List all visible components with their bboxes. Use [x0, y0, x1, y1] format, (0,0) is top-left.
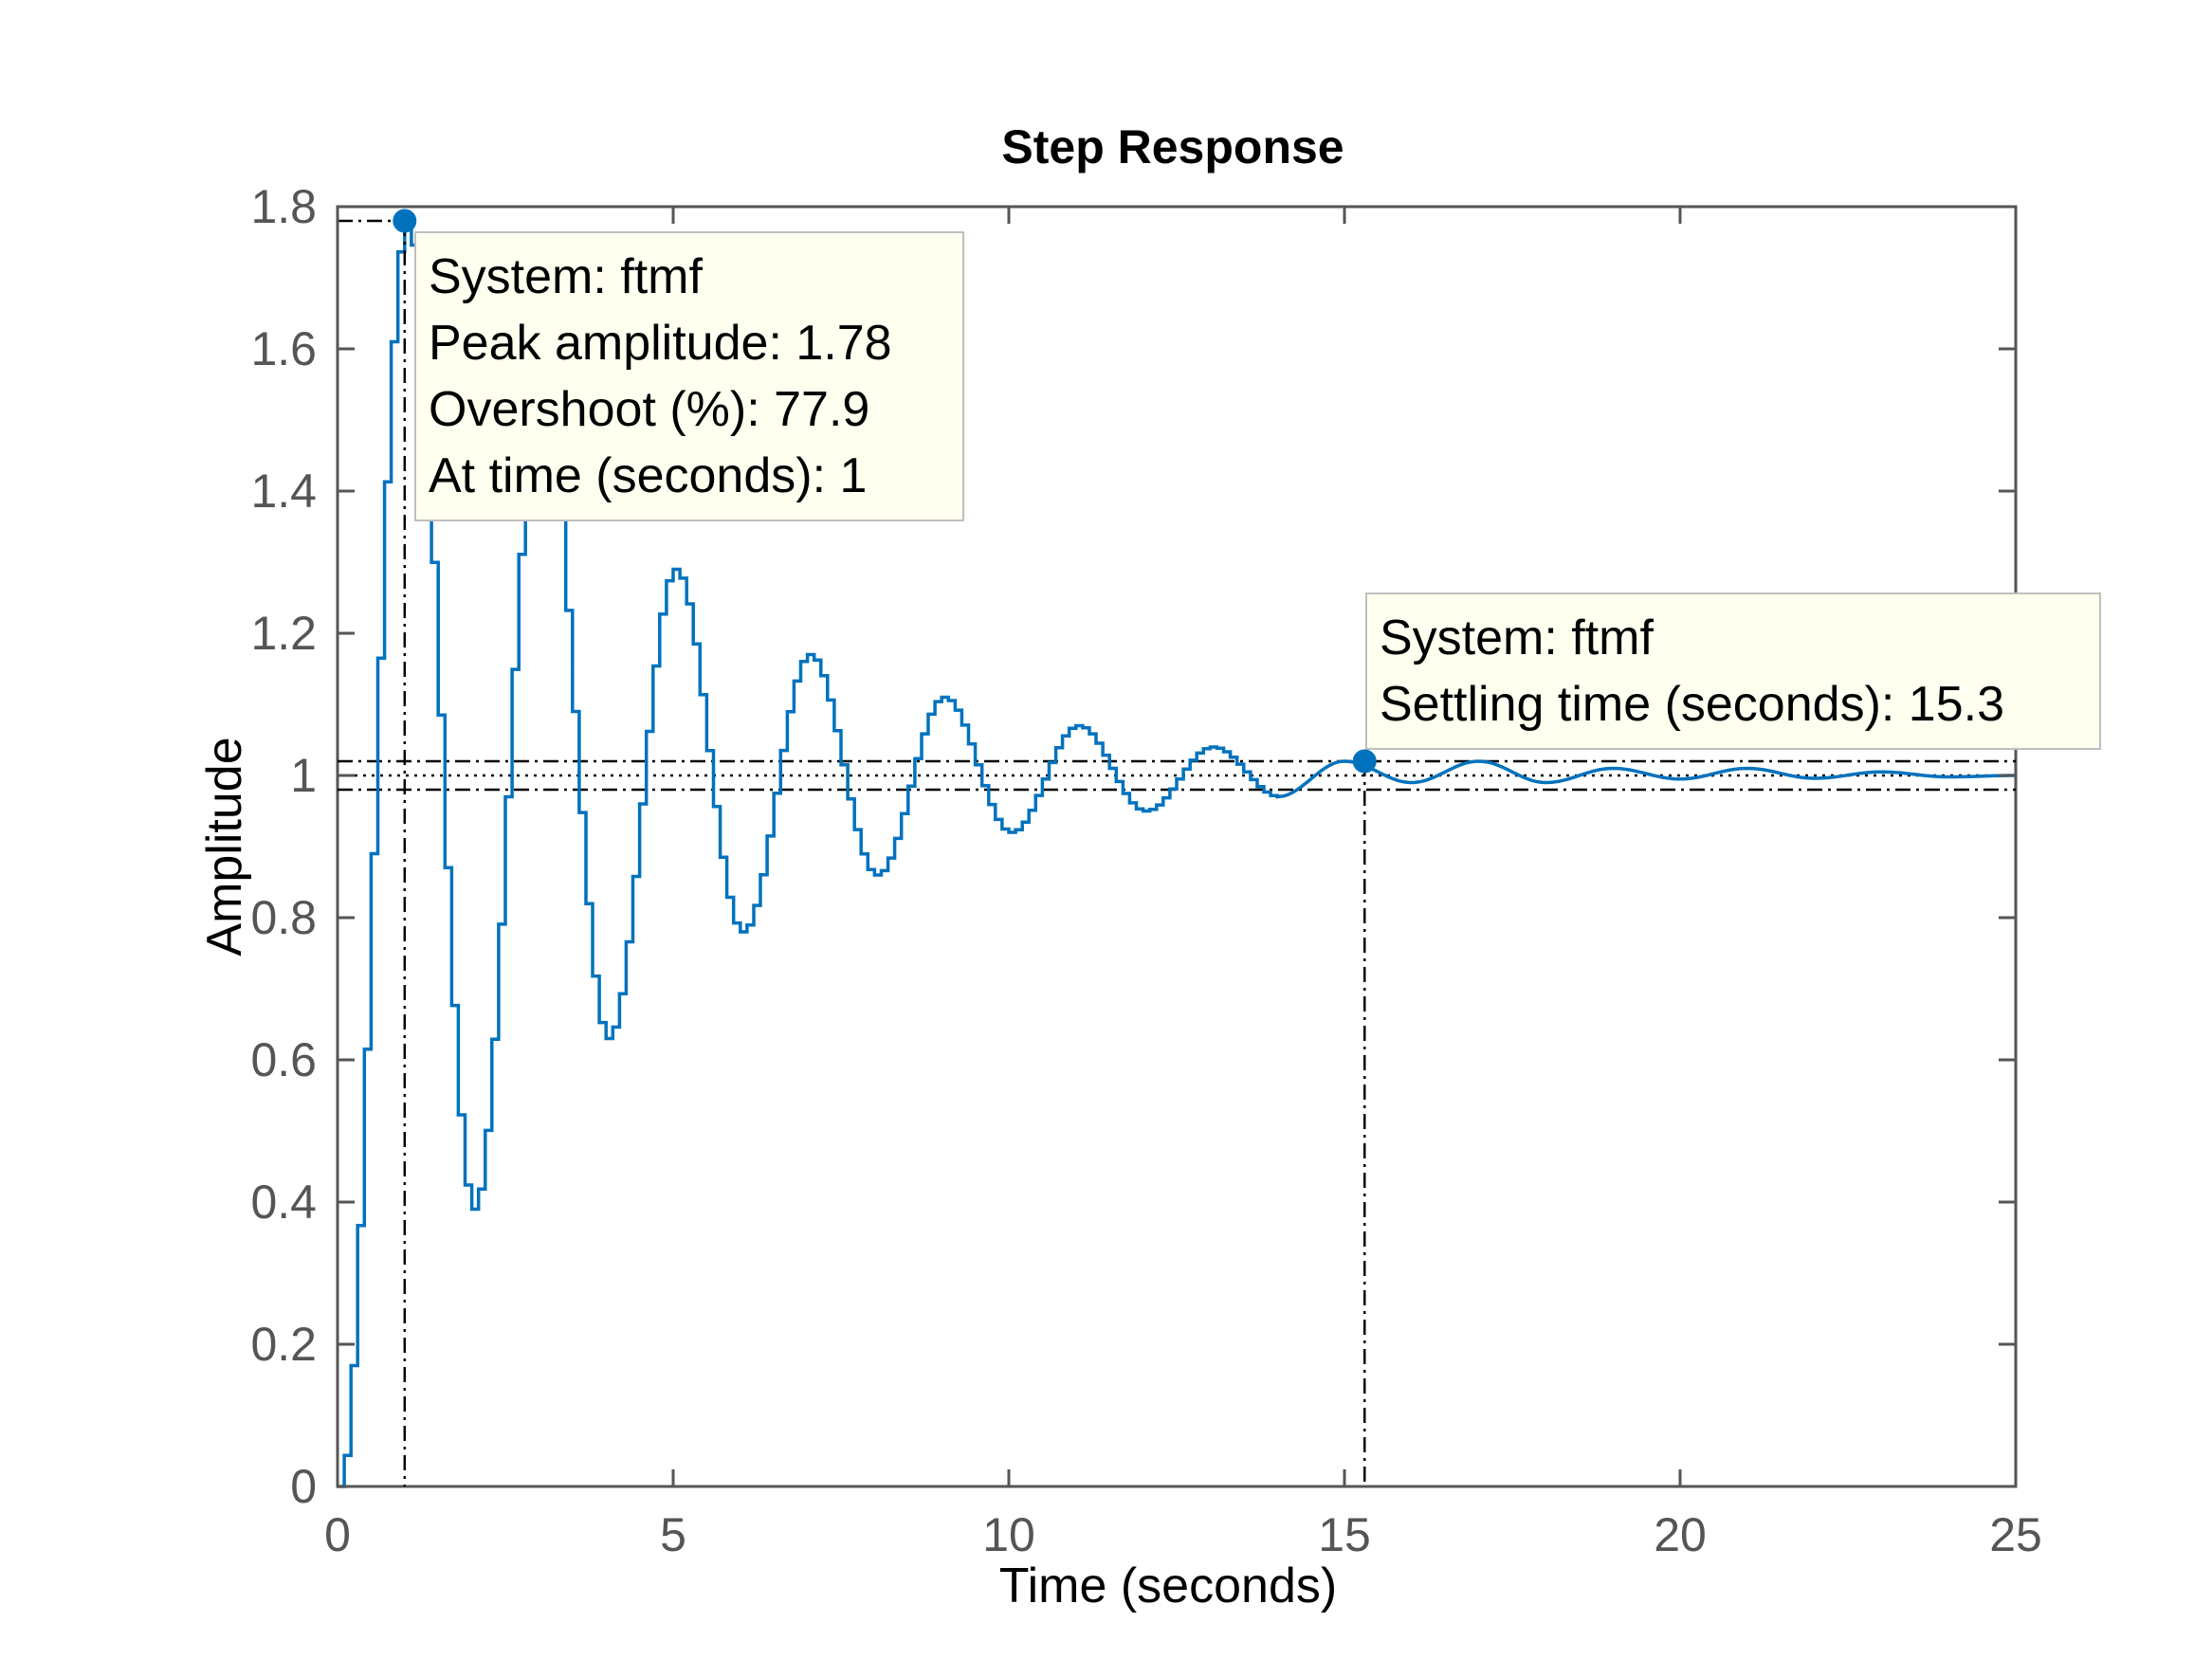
datatip-line: System: ftmf [1380, 611, 1654, 665]
y-axis-label: Amplitude [197, 737, 252, 956]
x-tick-label: 5 [660, 1508, 686, 1561]
x-tick-label: 15 [1318, 1508, 1371, 1561]
y-tick-label: 0.6 [250, 1033, 317, 1086]
y-tick-label: 0.8 [250, 891, 317, 944]
chart-title: Step Response [1001, 120, 1344, 173]
reference-lines [338, 759, 2016, 792]
datatip-line: At time (seconds): 1 [429, 448, 867, 503]
datatips-layer: System: ftmf Peak amplitude: 1.78 Overshoo… [393, 209, 2101, 774]
x-tick-labels: 0 5 10 15 20 25 [324, 1508, 2042, 1561]
y-tick-label: 0.2 [250, 1318, 317, 1371]
datatip-peak[interactable]: System: ftmf Peak amplitude: 1.78 Overshoo… [393, 209, 964, 521]
y-tick-labels: 0 0.2 0.4 0.6 0.8 1 1.2 1.4 1.6 1.8 [250, 180, 317, 1513]
y-tick-label: 1.8 [250, 180, 317, 233]
datatip-line: Settling time (seconds): 15.3 [1380, 677, 2004, 732]
datatip-marker[interactable] [1352, 749, 1377, 774]
y-tick-label: 1.4 [250, 465, 317, 518]
datatip-box [414, 231, 964, 521]
y-tick-label: 1 [290, 749, 317, 802]
x-tick-label: 10 [982, 1508, 1035, 1561]
datatip-marker[interactable] [393, 209, 417, 233]
datatip-guides [338, 219, 1366, 1486]
y-tick-label: 1.6 [250, 322, 317, 375]
datatip-line: Peak amplitude: 1.78 [429, 316, 892, 371]
tick-marks [336, 205, 2018, 1488]
datatip-settling[interactable]: System: ftmf Settling time (seconds): 15.… [1352, 592, 2101, 774]
datatip-line: System: ftmf [429, 249, 703, 304]
y-tick-label: 0 [290, 1460, 317, 1513]
x-tick-label: 25 [1989, 1508, 2042, 1561]
series-layer [338, 219, 2016, 1488]
datatip-line: Overshoot (%): 77.9 [429, 382, 869, 437]
y-tick-label: 1.2 [250, 607, 317, 660]
x-tick-label: 20 [1654, 1508, 1707, 1561]
series-line-ftmf [338, 219, 2016, 1488]
x-tick-label: 0 [324, 1508, 351, 1561]
y-tick-label: 0.4 [250, 1176, 317, 1229]
datatip-box [1365, 592, 2101, 750]
x-axis-label: Time (seconds) [999, 1559, 1337, 1613]
